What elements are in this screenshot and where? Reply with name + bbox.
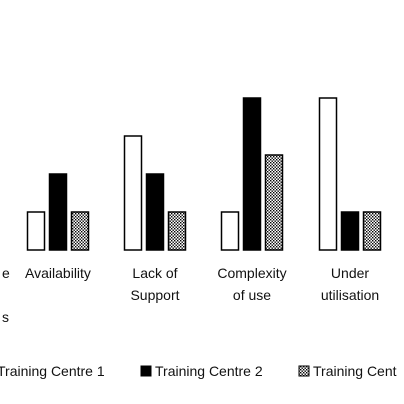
bars-group — [26, 97, 382, 251]
bar-under-utilisation-series-2 — [340, 211, 360, 251]
category-label-complexity-of-use-line-2: of use — [233, 287, 271, 303]
bar-under-utilisation-series-1 — [318, 97, 338, 251]
bar-availability-series-3 — [70, 211, 90, 251]
category-label-under-utilisation-line-1: Under — [331, 265, 369, 281]
bar-availability-series-2 — [48, 173, 68, 251]
category-label-under-utilisation-line-2: utilisation — [321, 287, 379, 303]
legend-label-series-2: Training Centre 2 — [155, 363, 263, 379]
bar-under-utilisation-series-3 — [362, 211, 382, 251]
legend-swatch-series-2 — [140, 365, 152, 377]
legend-label-series-1: Training Centre 1 — [0, 363, 105, 379]
category-label-cut-line-3: s — [2, 309, 9, 325]
category-label-lack-of-support-line-2: Support — [130, 287, 179, 303]
bar-complexity-of-use-series-3 — [264, 154, 284, 251]
bar-lack-of-support-series-2 — [145, 173, 165, 251]
bar-lack-of-support-series-3 — [167, 211, 187, 251]
category-label-complexity-of-use-line-1: Complexity — [217, 265, 286, 281]
category-label-cut-line-1: e — [2, 265, 10, 281]
bar-lack-of-support-series-1 — [123, 135, 143, 251]
bar-complexity-of-use-series-1 — [220, 211, 240, 251]
category-labels: e s Availability Lack of Support Complexity of… — [2, 265, 379, 325]
bar-availability-series-1 — [26, 211, 46, 251]
legend-label-series-3: Training Cent — [313, 363, 397, 379]
bar-complexity-of-use-series-2 — [242, 97, 262, 251]
category-label-lack-of-support-line-1: Lack of — [132, 265, 177, 281]
category-label-availability-line-1: Availability — [25, 265, 91, 281]
legend: Training Centre 1 Training Centre 2 Traini… — [0, 363, 397, 379]
legend-swatch-series-3 — [298, 365, 310, 377]
